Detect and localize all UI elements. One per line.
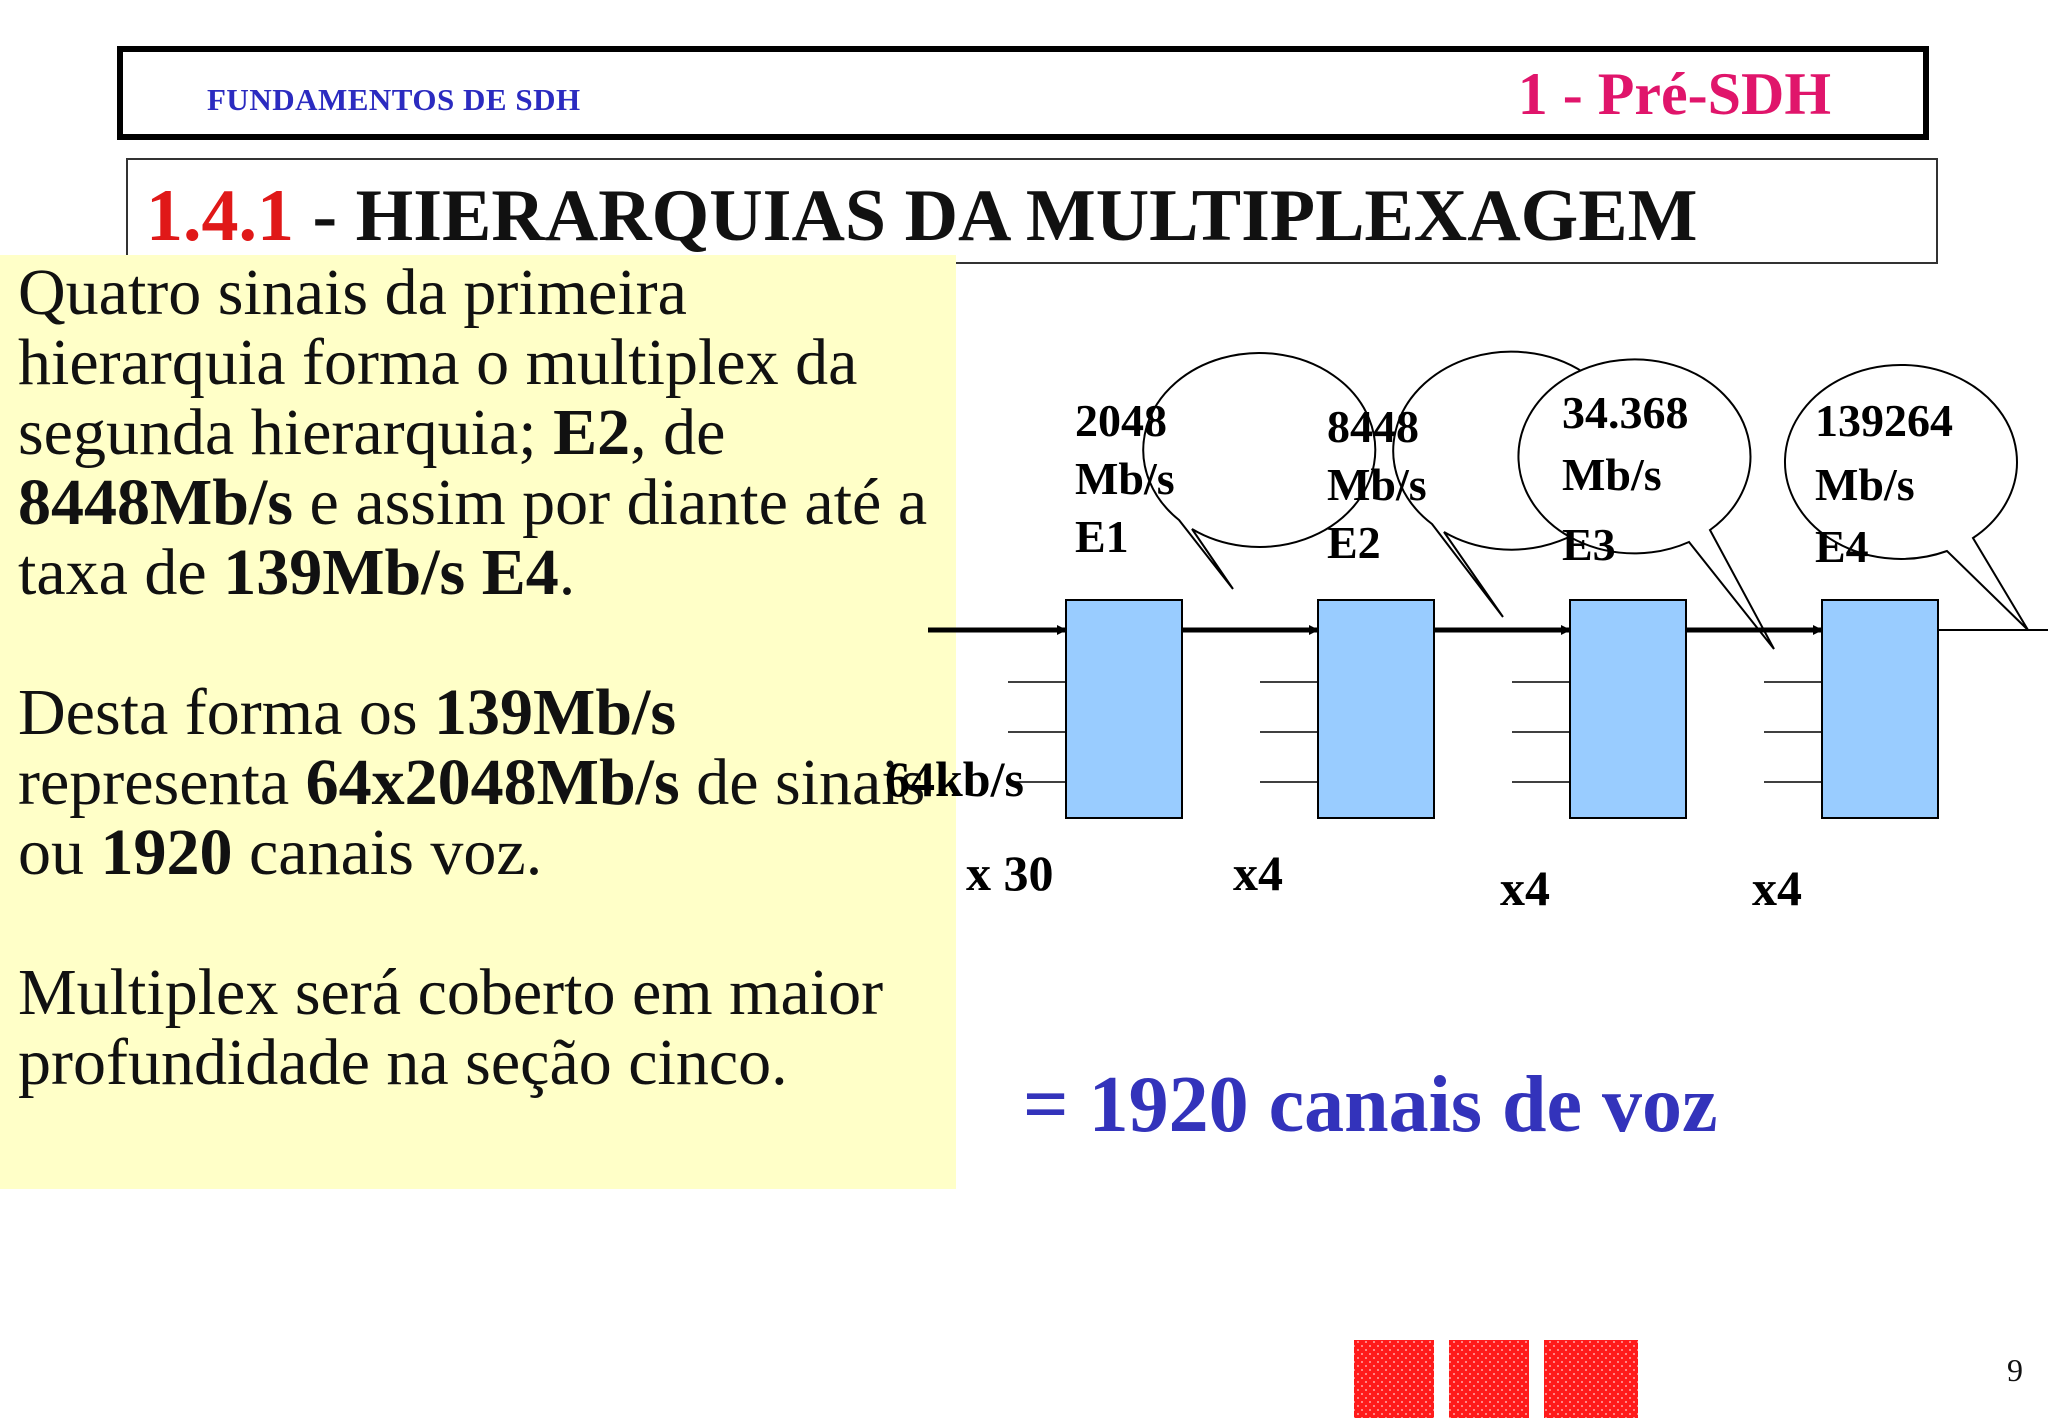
e4-rate-label: 139264	[1815, 395, 1953, 446]
bubble-e3	[1517, 358, 1775, 650]
section-title: 1.4.1 - HIERARQUIAS DA MULTIPLEXAGEM	[146, 174, 1697, 259]
mux-box-e1	[1065, 599, 1183, 819]
e2-unit-label: Mb/s	[1327, 459, 1427, 510]
body-text: Quatro sinais da primeira hierarquia for…	[18, 258, 958, 1098]
e1-level-label: E1	[1075, 511, 1129, 562]
p2-text-e: de sinais ou	[18, 746, 926, 889]
p1-text-c: , de	[630, 396, 726, 469]
p1-bold-rate: 8448Mb/s	[18, 466, 294, 539]
paragraph-1: Quatro sinais da primeira hierarquia for…	[18, 258, 958, 608]
mux-box-e3	[1569, 599, 1687, 819]
deco-square-2	[1449, 1340, 1529, 1418]
factor-e3: x4	[1500, 860, 1550, 916]
e3-rate-label: 34.368	[1562, 387, 1689, 438]
deco-square-3	[1544, 1340, 1638, 1418]
paragraph-2: Desta forma os 139Mb/s representa 64x204…	[18, 678, 958, 888]
chapter-title: 1 - Pré-SDH	[1517, 61, 1831, 127]
input-rate-label: 64kb/s	[885, 751, 1024, 807]
p1-bold-e2: E2	[553, 396, 631, 469]
p2-text-g: canais voz.	[232, 816, 543, 889]
bubble-e1	[1142, 351, 1377, 590]
course-title: FUNDAMENTOS DE SDH	[207, 82, 581, 117]
e4-unit-label: Mb/s	[1815, 459, 1915, 510]
e2-rate-label: 8448	[1327, 401, 1419, 452]
mux-box-e2	[1317, 599, 1435, 819]
p2-bold-channels: 1920	[100, 816, 233, 889]
e4-level-label: E4	[1815, 521, 1869, 572]
e3-unit-label: Mb/s	[1562, 449, 1662, 500]
header-box: FUNDAMENTOS DE SDH 1 - Pré-SDH	[117, 46, 1929, 140]
p1-text-e: e assim por diante até a taxa de	[18, 466, 928, 609]
bubble-e4	[1784, 363, 2029, 631]
section-heading: - HIERARQUIAS DA MULTIPLEXAGEM	[294, 175, 1698, 257]
text-panel	[0, 255, 956, 1189]
section-number: 1.4.1	[146, 175, 294, 257]
p1-text-g: .	[558, 536, 576, 609]
e1-rate-label: 2048	[1075, 395, 1167, 446]
channel-count-equation: = 1920 canais de voz	[1023, 1061, 1718, 1149]
e1-unit-label: Mb/s	[1075, 453, 1175, 504]
p1-bold-e4: 139Mb/s E4	[223, 536, 559, 609]
factor-e1: x 30	[966, 845, 1054, 901]
p2-text-a: Desta forma os	[18, 676, 435, 749]
p2-text-c: representa	[18, 746, 306, 819]
p2-bold-rate: 139Mb/s	[434, 676, 677, 749]
mux-box-e4	[1821, 599, 1939, 819]
p1-text-a: Quatro sinais da primeira hierarquia for…	[18, 256, 858, 469]
e2-level-label: E2	[1327, 517, 1381, 568]
deco-square-1	[1354, 1340, 1434, 1418]
e3-level-label: E3	[1562, 519, 1616, 570]
factor-e4: x4	[1752, 860, 1802, 916]
paragraph-3: Multiplex será coberto em maior profundi…	[18, 956, 884, 1099]
p2-bold-product: 64x2048Mb/s	[305, 746, 680, 819]
page-number: 9	[2007, 1352, 2023, 1388]
section-title-box: 1.4.1 - HIERARQUIAS DA MULTIPLEXAGEM	[126, 158, 1938, 264]
factor-e2: x4	[1233, 845, 1283, 901]
